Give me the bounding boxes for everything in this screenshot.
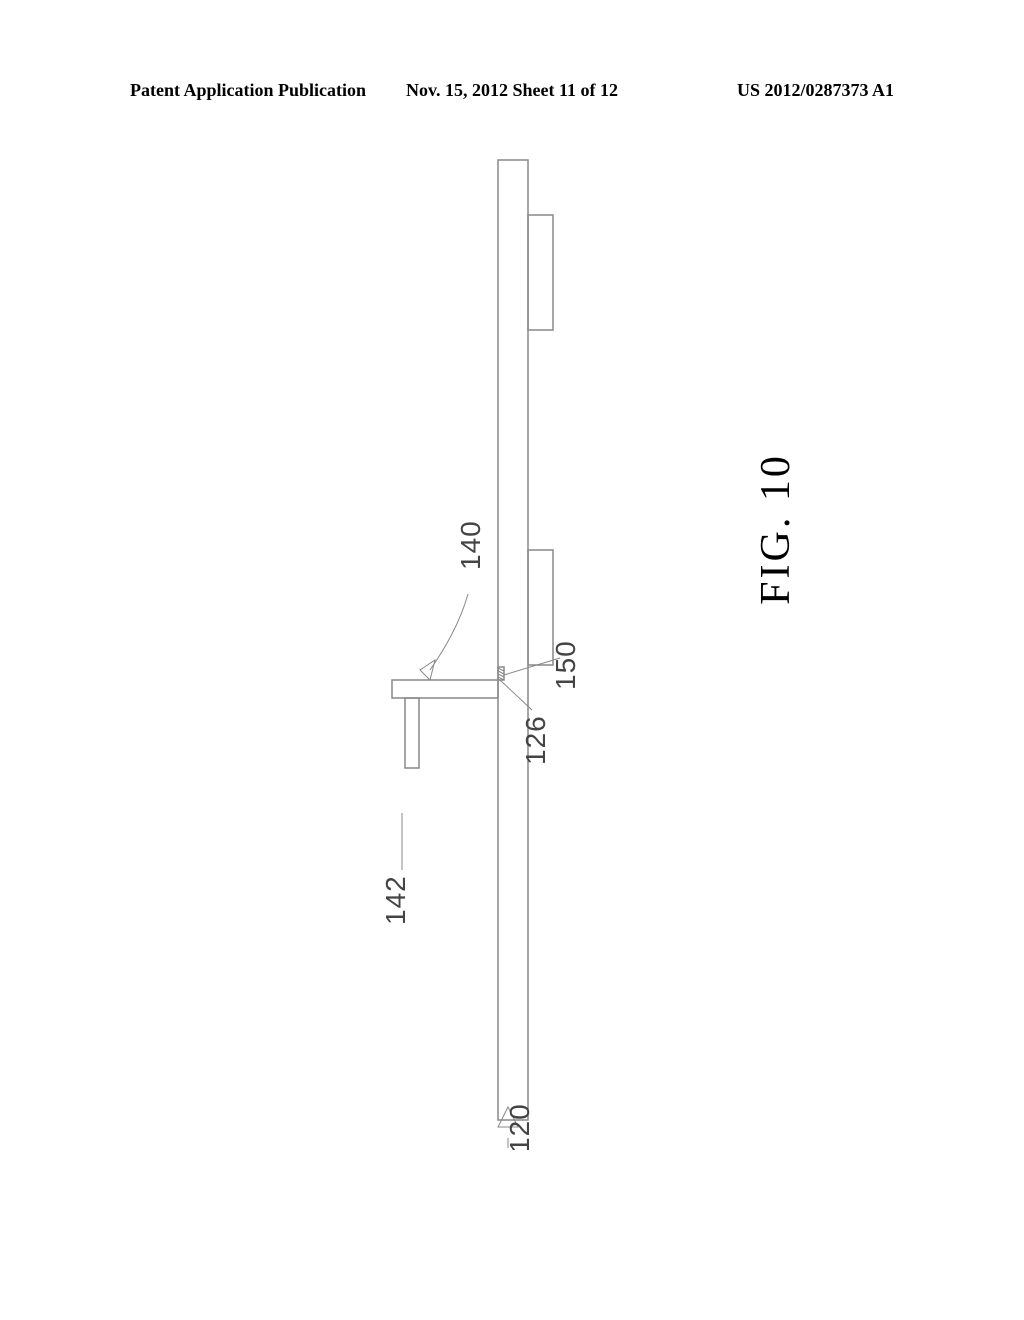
main-bar	[498, 160, 528, 1120]
header-left: Patent Application Publication	[130, 80, 385, 101]
small-board	[392, 680, 498, 698]
label-140: 140	[455, 520, 486, 570]
figure-label: FIG. 10	[752, 453, 800, 605]
label-150: 150	[550, 640, 581, 690]
hatch-connector	[498, 667, 504, 680]
figure-diagram: 120 140 142 126 150	[350, 150, 700, 1150]
small-chip	[405, 698, 419, 768]
arrow-140	[420, 594, 468, 680]
right-block-top	[528, 215, 553, 330]
leader-126	[500, 680, 532, 710]
header-right: US 2012/0287373 A1	[639, 80, 894, 101]
header-center: Nov. 15, 2012 Sheet 11 of 12	[385, 80, 640, 101]
label-120: 120	[504, 1103, 535, 1150]
label-126: 126	[520, 715, 551, 765]
label-142: 142	[380, 875, 411, 925]
